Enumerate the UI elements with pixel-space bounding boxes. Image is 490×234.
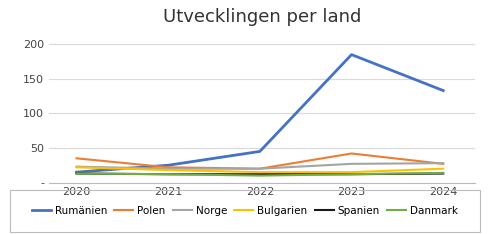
- Norge: [348, 162, 354, 165]
- Polen: [74, 157, 79, 160]
- Spanien: [257, 173, 263, 176]
- Norge: [257, 167, 263, 170]
- Polen: [348, 152, 354, 155]
- Spanien: [441, 172, 446, 175]
- Bulgarien: [257, 171, 263, 174]
- Polen: [165, 166, 171, 169]
- Polen: [441, 162, 446, 165]
- Norge: [165, 167, 171, 170]
- Danmark: [441, 172, 446, 174]
- Danmark: [348, 173, 354, 176]
- Danmark: [165, 173, 171, 176]
- Rumänien: [257, 150, 263, 153]
- Bulgarien: [165, 169, 171, 172]
- Norge: [441, 162, 446, 165]
- Rumänien: [348, 53, 354, 56]
- Polen: [257, 167, 263, 170]
- Line: Norge: Norge: [76, 163, 443, 169]
- Bulgarien: [348, 171, 354, 174]
- Title: Utvecklingen per land: Utvecklingen per land: [163, 8, 361, 26]
- Line: Rumänien: Rumänien: [76, 55, 443, 172]
- Legend: Rumänien, Polen, Norge, Bulgarien, Spanien, Danmark: Rumänien, Polen, Norge, Bulgarien, Spani…: [32, 206, 458, 216]
- Line: Bulgarien: Bulgarien: [76, 167, 443, 172]
- Norge: [74, 165, 79, 168]
- Bulgarien: [441, 167, 446, 170]
- Spanien: [348, 173, 354, 176]
- Spanien: [165, 173, 171, 176]
- Spanien: [74, 172, 79, 175]
- Bulgarien: [74, 166, 79, 169]
- Line: Danmark: Danmark: [76, 173, 443, 176]
- Danmark: [257, 174, 263, 177]
- Rumänien: [441, 89, 446, 92]
- Rumänien: [74, 171, 79, 174]
- Danmark: [74, 172, 79, 175]
- Line: Polen: Polen: [76, 154, 443, 169]
- Rumänien: [165, 164, 171, 167]
